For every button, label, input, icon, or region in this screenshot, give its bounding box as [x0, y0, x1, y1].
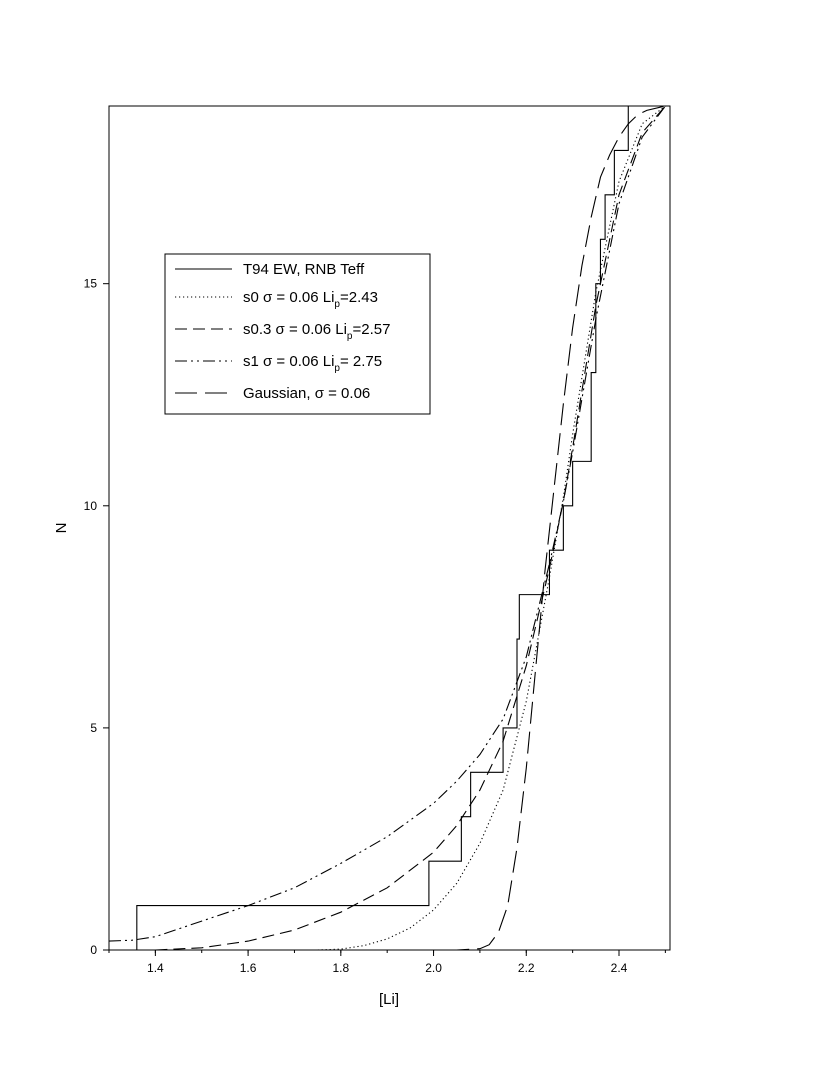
x-tick-label: 1.6: [240, 961, 257, 975]
legend-label-value: = 2.75: [340, 353, 382, 370]
x-tick-label: 1.8: [332, 961, 349, 975]
series-line-2: [155, 105, 666, 951]
legend-label-subscript: p: [334, 363, 340, 374]
legend-label-value: =2.57: [352, 321, 390, 338]
series-line-4: [387, 105, 666, 951]
legend-label-subscript: p: [347, 331, 353, 342]
series-line-0: [136, 105, 670, 950]
y-tick-label: 0: [90, 943, 97, 957]
legend-label-subscript: p: [334, 299, 340, 310]
y-tick-label: 15: [84, 277, 98, 291]
legend-label-value: =2.43: [340, 289, 378, 306]
x-axis-title: [Li]: [379, 991, 399, 1008]
y-tick-label: 5: [90, 721, 97, 735]
series-line-1: [317, 105, 666, 951]
y-axis-title: N: [53, 523, 70, 534]
legend-label-main: s1 σ = 0.06 Li: [243, 353, 334, 370]
legend-label-main: T94 EW, RNB Teff: [243, 261, 365, 278]
series-layer: [108, 105, 670, 951]
x-axis: 1.4 1.6 1.8 2.0 2.2 2.4: [108, 950, 666, 975]
legend-label-2: s0.3 σ = 0.06 Lip=2.57: [243, 321, 390, 342]
legend-label-1: s0 σ = 0.06 Lip=2.43: [243, 289, 378, 310]
x-tick-label: 1.4: [147, 961, 164, 975]
x-tick-label: 2.4: [611, 961, 628, 975]
legend-label-3: s1 σ = 0.06 Lip= 2.75: [243, 353, 382, 374]
legend-label-0: T94 EW, RNB Teff: [243, 261, 365, 278]
legend-box: [164, 253, 431, 415]
series-line-3: [108, 105, 666, 942]
plot-frame: [108, 105, 671, 951]
legend-label-main: s0 σ = 0.06 Li: [243, 289, 334, 306]
legend-label-main: s0.3 σ = 0.06 Li: [243, 321, 347, 338]
legend-label-main: Gaussian, σ = 0.06: [243, 385, 370, 402]
x-tick-label: 2.2: [518, 961, 535, 975]
x-tick-label: 2.0: [425, 961, 442, 975]
y-axis: 0 5 10 15: [84, 277, 109, 957]
y-tick-label: 10: [84, 499, 98, 513]
legend-label-4: Gaussian, σ = 0.06: [243, 385, 370, 402]
